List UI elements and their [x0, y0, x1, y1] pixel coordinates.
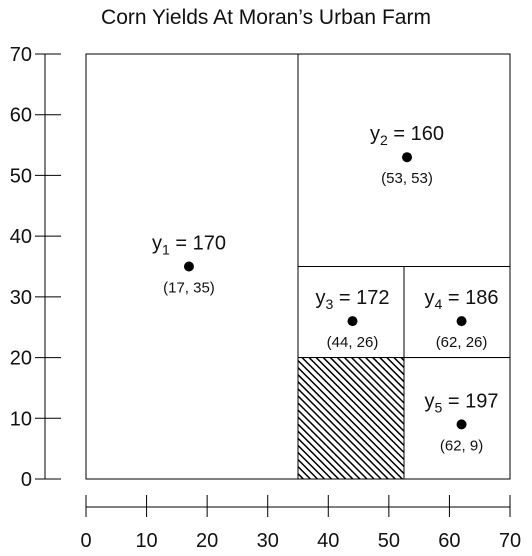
yield-label: y1 = 170 [152, 233, 226, 258]
yield-label: y3 = 172 [316, 287, 390, 312]
yield-point [402, 152, 413, 163]
y-tick-label: 70 [10, 44, 32, 66]
region-r5 [403, 357, 511, 480]
y-tick-label: 0 [21, 469, 32, 491]
x-axis: 0 10 20 30 40 50 60 70 [80, 495, 521, 552]
y-axis: 0 10 20 30 40 50 60 70 [10, 44, 61, 491]
y-tick-label: 60 [10, 105, 32, 127]
x-tick-label: 70 [499, 530, 521, 552]
yield-point [183, 261, 194, 272]
coordinate-label: (62, 26) [436, 334, 488, 351]
yield-label: y5 = 197 [425, 390, 499, 415]
x-tick-label: 30 [257, 530, 279, 552]
y-tick-label: 40 [10, 226, 32, 248]
x-tick-label: 10 [135, 530, 157, 552]
x-tick-label: 50 [378, 530, 400, 552]
region-r4 [403, 266, 511, 359]
coordinate-label: (62, 9) [440, 437, 483, 454]
yield-point [456, 419, 467, 430]
hatched-region [297, 357, 405, 480]
coordinate-label: (17, 35) [163, 280, 215, 297]
yield-point [347, 316, 358, 327]
x-tick-label: 20 [196, 530, 218, 552]
region-group [85, 53, 511, 480]
yield-label: y4 = 186 [425, 287, 499, 312]
x-tick-label: 60 [438, 530, 460, 552]
point-group: y1 = 170 (17, 35) y2 = 160 (53, 53) y3 = 172… [152, 123, 499, 454]
y-tick-label: 20 [10, 348, 32, 370]
x-tick-label: 0 [80, 530, 91, 552]
y-tick-label: 50 [10, 165, 32, 187]
coordinate-label: (53, 53) [381, 170, 433, 187]
yield-label: y2 = 160 [370, 123, 444, 148]
yield-point [456, 316, 467, 327]
diagram-title: Corn Yields At Moran’s Urban Farm [101, 6, 431, 29]
y-tick-label: 30 [10, 287, 32, 309]
x-tick-label: 40 [317, 530, 339, 552]
coordinate-label: (44, 26) [327, 334, 379, 351]
y-tick-label: 10 [10, 408, 32, 430]
